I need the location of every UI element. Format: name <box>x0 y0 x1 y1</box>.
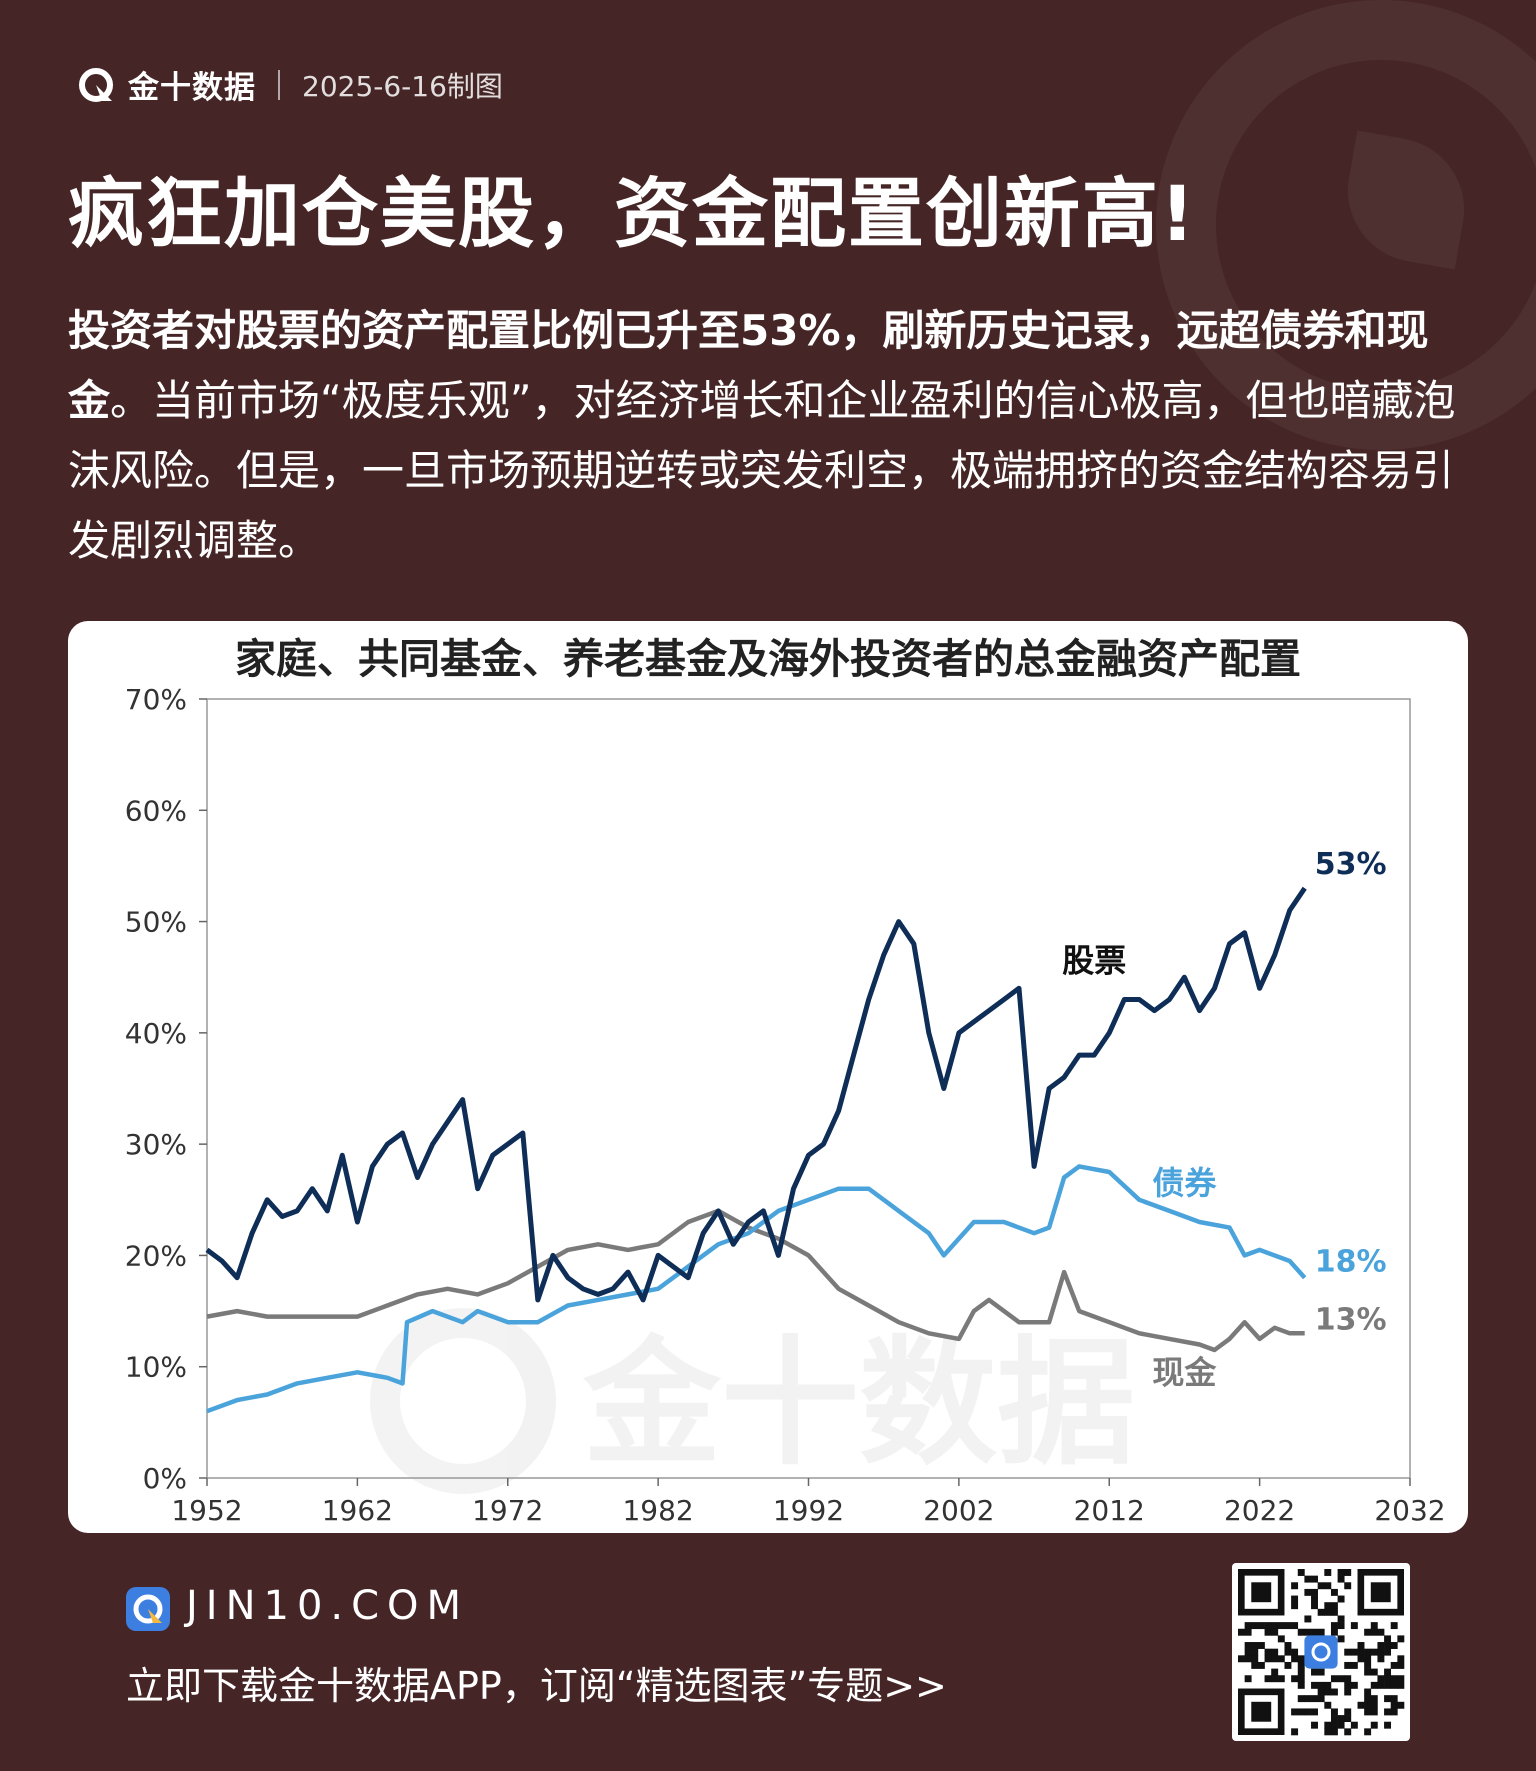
x-tick-label: 1992 <box>773 1494 844 1527</box>
end-value-label: 53% <box>1315 847 1387 882</box>
series-annotation: 债券 <box>1152 1164 1217 1202</box>
chart-date: 2025-6-16制图 <box>302 69 503 103</box>
brand-divider <box>278 69 280 100</box>
jin10-logo-icon <box>79 67 113 102</box>
qr-code[interactable] <box>1232 1563 1410 1741</box>
series-line-2 <box>206 1208 1305 1353</box>
y-tick-label: 30% <box>125 1128 187 1161</box>
allocation-chart: 金十数据 家庭、共同基金、养老基金及海外投资者的总金融资产配置 0% 10% 20%… <box>125 635 1446 1527</box>
series-annotation: 股票 <box>1062 942 1126 980</box>
footer-url[interactable]: JIN10.COM <box>186 1583 470 1629</box>
end-value-label: 18% <box>1315 1245 1387 1280</box>
y-tick-label: 70% <box>125 683 187 716</box>
y-tick-label: 20% <box>125 1239 187 1272</box>
x-tick-label: 2002 <box>923 1494 994 1527</box>
headline: 疯狂加仓美股，资金配置创新高! <box>68 169 1197 258</box>
x-tick-label: 1952 <box>171 1494 242 1527</box>
brand-name: 金十数据 <box>128 70 256 106</box>
summary-bold: 投资者对股票的资产配置比例已升至53%，刷新历史记录，远超债券和现金 <box>68 306 1429 425</box>
chart-watermark: 金十数据 <box>370 1308 1135 1494</box>
brand-header: 金十数据 2025-6-16制图 <box>76 62 503 107</box>
x-tick-label: 2022 <box>1224 1494 1295 1527</box>
y-tick-label: 0% <box>143 1462 187 1495</box>
qr-code-icon <box>1238 1569 1405 1736</box>
x-tick-label: 2012 <box>1074 1494 1145 1527</box>
x-tick-label: 1962 <box>322 1494 393 1527</box>
y-tick-label: 60% <box>125 794 187 827</box>
footer-download-cta[interactable]: 立即下载金十数据APP，订阅“精选图表”专题>> <box>126 1664 947 1708</box>
chart-card: 金十数据 家庭、共同基金、养老基金及海外投资者的总金融资产配置 0% 10% 20%… <box>68 621 1468 1533</box>
y-tick-label: 40% <box>125 1017 187 1050</box>
summary-rest: 。当前市场“极度乐观”，对经济增长和企业盈利的信心极高，但也暗藏泡沫风险。但是，… <box>68 376 1456 565</box>
watermark-text: 金十数据 <box>582 1323 1135 1484</box>
series-annotation: 现金 <box>1152 1353 1217 1391</box>
x-tick-label: 2032 <box>1374 1494 1445 1527</box>
x-tick-label: 1982 <box>622 1494 693 1527</box>
jin10-app-icon <box>126 1587 170 1631</box>
series-group <box>205 886 1307 1414</box>
series-line-1 <box>206 1164 1307 1414</box>
y-tick-label: 10% <box>125 1351 187 1384</box>
chart-title: 家庭、共同基金、养老基金及海外投资者的总金融资产配置 <box>235 635 1301 683</box>
axes: 0% 10% 20% 30% 40% 50% 60% 70% 1952 1962 1972 1982 1… <box>125 683 1446 1527</box>
summary-text: 投资者对股票的资产配置比例已升至53%，刷新历史记录，远超债券和现金。当前市场“… <box>68 296 1468 576</box>
end-value-label: 13% <box>1315 1302 1387 1337</box>
series-line-0 <box>205 886 1307 1303</box>
x-tick-label: 1972 <box>472 1494 543 1527</box>
y-tick-label: 50% <box>125 906 187 939</box>
